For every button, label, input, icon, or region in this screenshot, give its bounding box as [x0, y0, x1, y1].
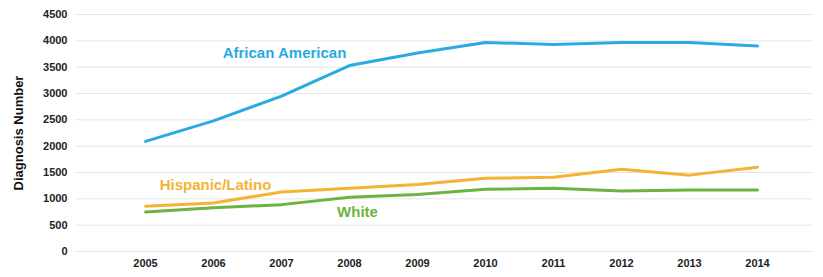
svg-text:1000: 1000: [43, 192, 67, 204]
svg-text:Diagnosis Number: Diagnosis Number: [11, 76, 26, 191]
svg-text:2000: 2000: [43, 140, 67, 152]
svg-text:2010: 2010: [473, 257, 497, 269]
svg-text:African American: African American: [223, 44, 347, 61]
svg-text:2011: 2011: [542, 257, 566, 269]
svg-text:2006: 2006: [201, 257, 225, 269]
svg-text:White: White: [337, 203, 378, 220]
svg-text:4500: 4500: [43, 8, 67, 20]
svg-text:2007: 2007: [269, 257, 293, 269]
svg-text:500: 500: [49, 219, 67, 231]
svg-text:Hispanic/Latino: Hispanic/Latino: [160, 176, 272, 193]
svg-text:2009: 2009: [405, 257, 429, 269]
svg-text:2014: 2014: [745, 257, 770, 269]
svg-text:2008: 2008: [337, 257, 361, 269]
svg-text:2012: 2012: [609, 257, 633, 269]
svg-text:0: 0: [61, 245, 67, 257]
svg-text:3000: 3000: [43, 87, 67, 99]
svg-text:1500: 1500: [43, 166, 67, 178]
svg-text:3500: 3500: [43, 61, 67, 73]
svg-text:2013: 2013: [677, 257, 701, 269]
svg-text:2500: 2500: [43, 113, 67, 125]
svg-text:2005: 2005: [133, 257, 157, 269]
svg-text:4000: 4000: [43, 34, 67, 46]
